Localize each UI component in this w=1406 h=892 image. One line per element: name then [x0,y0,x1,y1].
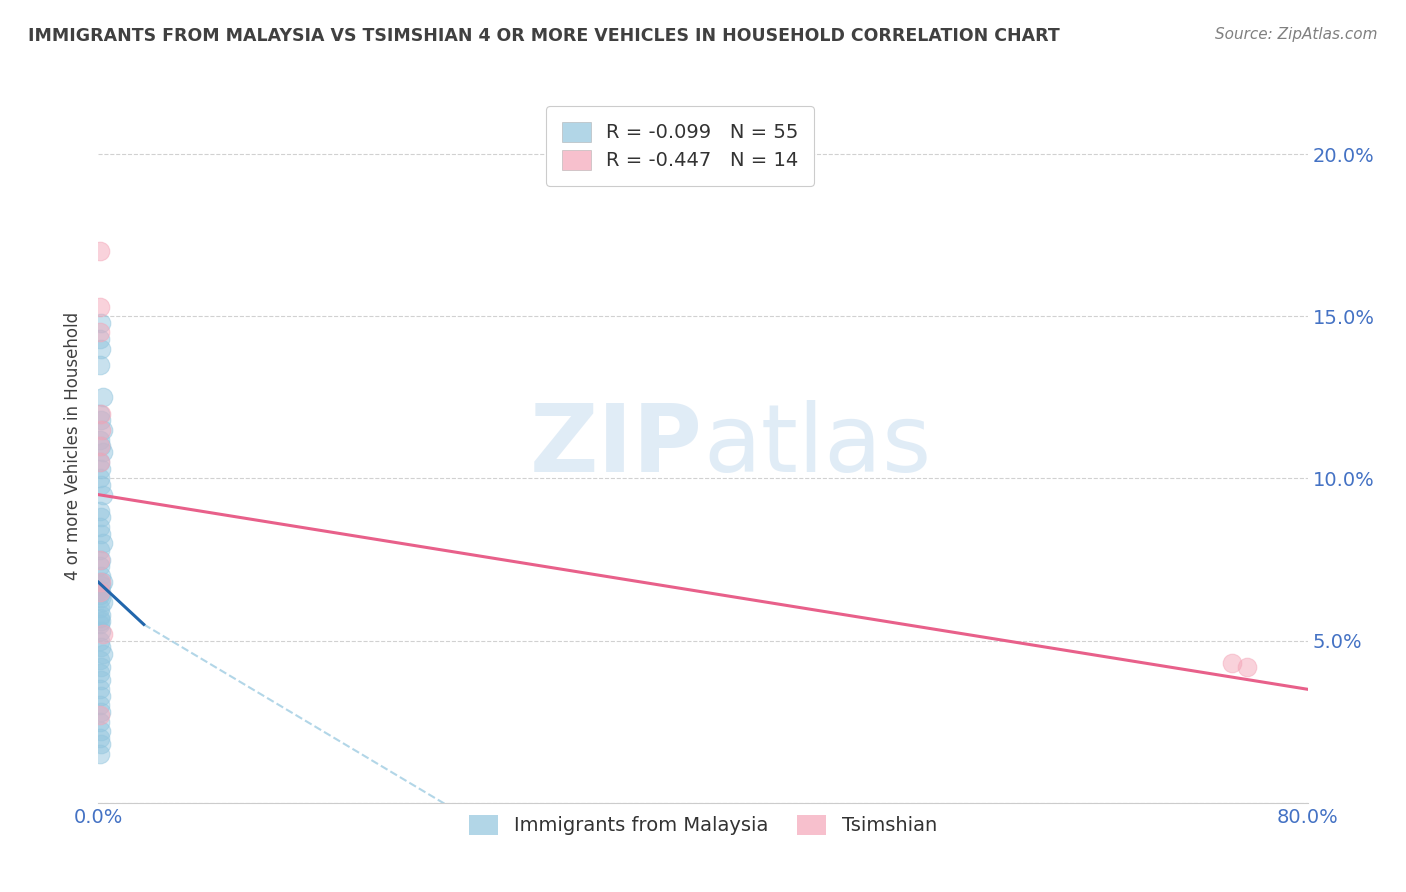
Text: Source: ZipAtlas.com: Source: ZipAtlas.com [1215,27,1378,42]
Point [89,633,111,648]
Point [89,601,111,615]
Point [89,300,111,314]
Point [89,471,111,485]
Point [90,342,112,356]
Point [89,358,111,372]
Y-axis label: 4 or more Vehicles in Household: 4 or more Vehicles in Household [65,312,83,580]
Point [90,624,112,638]
Point [91,445,114,459]
Text: IMMIGRANTS FROM MALAYSIA VS TSIMSHIAN 4 OR MORE VEHICLES IN HOUSEHOLD CORRELATIO: IMMIGRANTS FROM MALAYSIA VS TSIMSHIAN 4 … [28,27,1060,45]
Point [90,407,112,421]
Point [90,316,112,330]
Legend: Immigrants from Malaysia, Tsimshian: Immigrants from Malaysia, Tsimshian [461,807,945,843]
Point [89,731,111,745]
Point [90,673,112,687]
Point [90,724,112,739]
Point [90,738,112,752]
Point [90,585,112,599]
Point [91,488,114,502]
Point [89,714,111,729]
Point [90,510,112,524]
Point [89,504,111,518]
Point [90,439,112,453]
Point [89,439,111,453]
Point [89,455,111,469]
Point [91,575,114,590]
Point [90,607,112,622]
Point [90,461,112,475]
Point [90,689,112,703]
Point [90,568,112,582]
Point [90,640,112,654]
Text: atlas: atlas [703,400,931,492]
Point [89,407,111,421]
Point [90,413,112,427]
Point [90,705,112,719]
Point [90,478,112,492]
Point [90,575,112,590]
Point [89,698,111,713]
Point [89,559,111,574]
Point [90,423,112,437]
Point [89,244,111,259]
Point [90,526,112,541]
Point [89,747,111,761]
Point [91,423,114,437]
Point [89,611,111,625]
Point [91,627,114,641]
Point [90,591,112,606]
Point [90,578,112,592]
Point [89,617,111,632]
Point [89,552,111,566]
Point [89,332,111,346]
Point [89,666,111,681]
Point [89,520,111,534]
Text: ZIP: ZIP [530,400,703,492]
Point [91,595,114,609]
Point [89,433,111,447]
Point [89,542,111,557]
Point [89,588,111,602]
Point [1220,657,1243,671]
Point [90,552,112,566]
Point [89,582,111,596]
Point [89,585,111,599]
Point [90,614,112,628]
Point [89,575,111,590]
Point [89,326,111,340]
Point [89,653,111,667]
Point [91,647,114,661]
Point [89,708,111,723]
Point [89,455,111,469]
Point [91,536,114,550]
Point [1236,659,1258,673]
Point [90,659,112,673]
Point [91,390,114,404]
Point [89,682,111,697]
